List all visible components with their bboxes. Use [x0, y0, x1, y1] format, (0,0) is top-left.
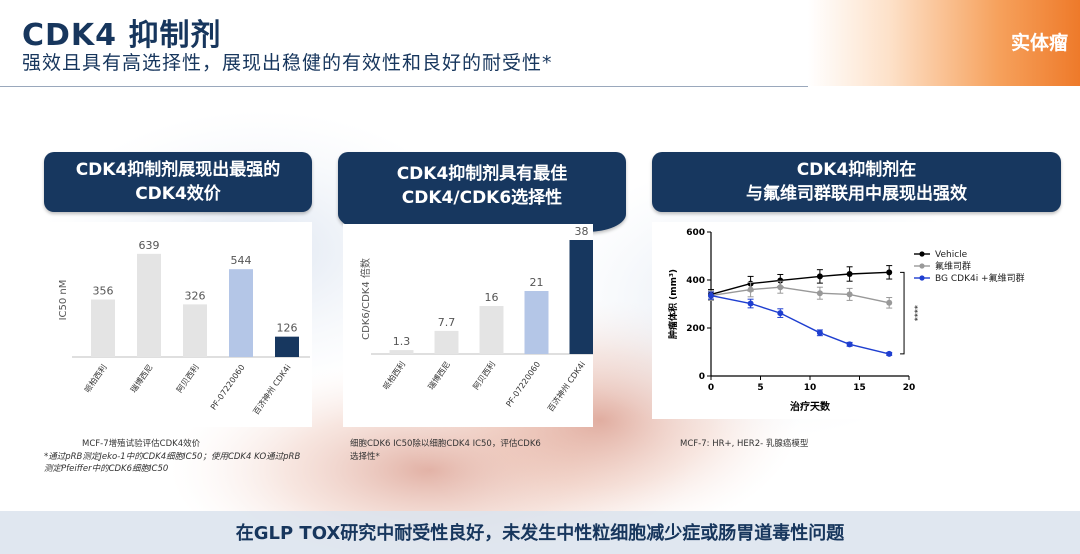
bar-value-label-1: 7.7 — [438, 316, 456, 329]
data-point-0-5 — [886, 269, 893, 276]
x-tick-label-3: 15 — [853, 383, 866, 393]
x-tick-label-2: 阿贝西利 — [174, 362, 201, 394]
bar-0 — [91, 299, 115, 357]
footnote-mid-2: 选择性* — [350, 452, 380, 462]
bar-1 — [137, 253, 161, 357]
x-axis-label: 治疗天数 — [790, 400, 831, 413]
panel-2-header: CDK4抑制剂具有最佳 CDK4/CDK6选择性 — [338, 152, 626, 232]
y-axis-label: CDK6/CDK4 倍数 — [359, 258, 372, 340]
panel-2-chart-area: CDK6/CDK4 倍数 1.3 哌柏西利 7.7 瑞博西尼 16 阿贝西利 21 PF-072… — [343, 224, 604, 427]
bar-2 — [183, 304, 207, 357]
conclusion-banner: 在GLP TOX研究中耐受性良好，未发生中性粒细胞减少症或肠胃道毒性问题 — [0, 511, 1080, 554]
ic50-bar-chart: IC50 nM 356 哌柏西利 639 瑞博西尼 326 阿贝西利 544 PF-072200… — [58, 239, 310, 416]
data-point-2-1 — [747, 300, 754, 307]
data-point-2-4 — [846, 341, 853, 348]
bar-4 — [275, 336, 299, 357]
bar-value-label-4: 38 — [575, 225, 589, 238]
category-tag: 实体瘤 — [808, 0, 1080, 86]
x-tick-label-1: 瑞博西尼 — [426, 359, 453, 391]
panel-1-title-line1: CDK4抑制剂展现出最强的 — [75, 160, 281, 180]
bar-0 — [389, 350, 414, 354]
x-tick-label-3: PF-07220060 — [504, 360, 542, 409]
data-point-0-2 — [777, 277, 784, 284]
bar-value-label-4: 126 — [277, 322, 298, 335]
bar-value-label-0: 356 — [93, 285, 114, 298]
y-tick-label-3: 600 — [686, 228, 705, 238]
y-axis-label: IC50 nM — [58, 280, 69, 321]
data-point-1-5 — [886, 299, 893, 306]
page-subtitle: 强效且具有高选择性，展现出稳健的有效性和良好的耐受性* — [22, 52, 553, 74]
header-divider — [0, 86, 808, 87]
conclusion-text: 在GLP TOX研究中耐受性良好，未发生中性粒细胞减少症或肠胃道毒性问题 — [235, 523, 845, 544]
series-line-1 — [710, 286, 890, 304]
x-tick-label-0: 哌柏西利 — [82, 362, 109, 394]
panel-2-title-line2: CDK4/CDK6选择性 — [401, 188, 563, 208]
tag-label: 实体瘤 — [1010, 32, 1068, 54]
significance-label: **** — [910, 305, 919, 321]
bar-value-label-2: 326 — [185, 289, 206, 302]
bar-value-label-3: 544 — [231, 254, 252, 267]
footnote-mid-1: 细胞CDK6 IC50除以细胞CDK4 IC50，评估CDK6 — [350, 439, 541, 449]
bar-value-label-0: 1.3 — [393, 335, 411, 348]
panel-1-title-line2: CDK4效价 — [135, 184, 221, 204]
bar-3 — [229, 269, 253, 357]
panel-2-title-line1: CDK4抑制剂具有最佳 — [396, 164, 568, 184]
bar-value-label-2: 16 — [485, 291, 499, 304]
data-point-1-4 — [846, 291, 853, 298]
page-title: CDK4 抑制剂 — [22, 18, 222, 53]
footnote-left-3: 测定Pfeiffer中的CDK6细胞IC50 — [44, 464, 169, 474]
data-point-0-4 — [846, 271, 853, 277]
footnote-left-2: *通过pRB测定Jeko-1中的CDK4细胞IC50；使用CDK4 KO通过pR… — [44, 452, 301, 462]
x-tick-label-4: 百济神州 CDK4i — [251, 362, 293, 416]
x-tick-label-1: 5 — [757, 383, 763, 393]
bar-2 — [479, 306, 504, 354]
x-tick-label-4: 百济神州 CDK4i — [545, 359, 587, 413]
bar-value-label-1: 639 — [139, 239, 160, 252]
panel-1-header: CDK4抑制剂展现出最强的 CDK4效价 — [44, 152, 312, 212]
tumor-volume-line-chart: 0 200 400 600 0 5 10 15 20 治疗天数 肿瘤体积 (mm³) Vehicle氟… — [667, 228, 1025, 413]
data-point-0-3 — [816, 273, 823, 280]
legend-marker-2 — [919, 275, 925, 281]
y-tick-label-2: 400 — [686, 276, 705, 286]
data-point-2-0 — [708, 292, 714, 299]
significance-bracket — [900, 271, 905, 355]
x-tick-label-4: 20 — [903, 383, 916, 393]
panel-3-chart-area: 0 200 400 600 0 5 10 15 20 治疗天数 肿瘤体积 (mm³) Vehicle 氟… — [652, 222, 1061, 419]
panel-1-chart-area: IC50 nM 356 哌柏西利 639 瑞博西尼 326 阿贝西利 544 PF-072200… — [44, 222, 312, 427]
legend-marker-0 — [919, 251, 925, 257]
y-axis-label: 肿瘤体积 (mm³) — [667, 269, 679, 339]
x-tick-label-2: 阿贝西利 — [471, 359, 498, 391]
data-point-1-2 — [777, 284, 784, 291]
x-tick-label-1: 瑞博西尼 — [128, 362, 155, 394]
bar-value-label-3: 21 — [530, 276, 544, 289]
data-point-2-5 — [886, 350, 893, 357]
panel-3-title-line1: CDK4抑制剂在 — [796, 160, 917, 180]
data-point-2-3 — [816, 329, 823, 336]
x-tick-label-2: 10 — [804, 383, 817, 393]
x-tick-label-0: 哌柏西利 — [381, 359, 408, 391]
data-point-1-3 — [816, 290, 823, 297]
panel-3-title-line2: 与氟维司群联用中展现出强效 — [746, 184, 967, 204]
y-tick-label-1: 200 — [686, 324, 705, 334]
legend-label-1: 氟维司群 — [935, 260, 971, 272]
legend-label-2: BG CDK4i +氟维司群 — [935, 272, 1025, 284]
bar-3 — [524, 291, 549, 354]
x-tick-label-0: 0 — [708, 383, 714, 393]
legend-marker-1 — [919, 263, 925, 269]
x-tick-label-3: PF-07220060 — [209, 363, 247, 412]
data-point-2-2 — [777, 310, 784, 317]
legend-label-0: Vehicle — [935, 250, 968, 260]
footnote-right-1: MCF-7: HR+, HER2- 乳腺癌模型 — [680, 439, 809, 449]
bar-4 — [569, 240, 594, 354]
data-point-1-1 — [747, 286, 754, 293]
series-line-2 — [710, 294, 890, 355]
y-tick-label-0: 0 — [699, 372, 705, 382]
footnote-left-1: MCF-7增殖试验评估CDK4效价 — [82, 439, 201, 449]
bar-1 — [434, 330, 459, 354]
series-line-0 — [710, 271, 890, 296]
selectivity-bar-chart: CDK6/CDK4 倍数 1.3 哌柏西利 7.7 瑞博西尼 16 阿贝西利 21 PF-072… — [359, 225, 604, 413]
panel-3-header: CDK4抑制剂在 与氟维司群联用中展现出强效 — [652, 152, 1061, 212]
